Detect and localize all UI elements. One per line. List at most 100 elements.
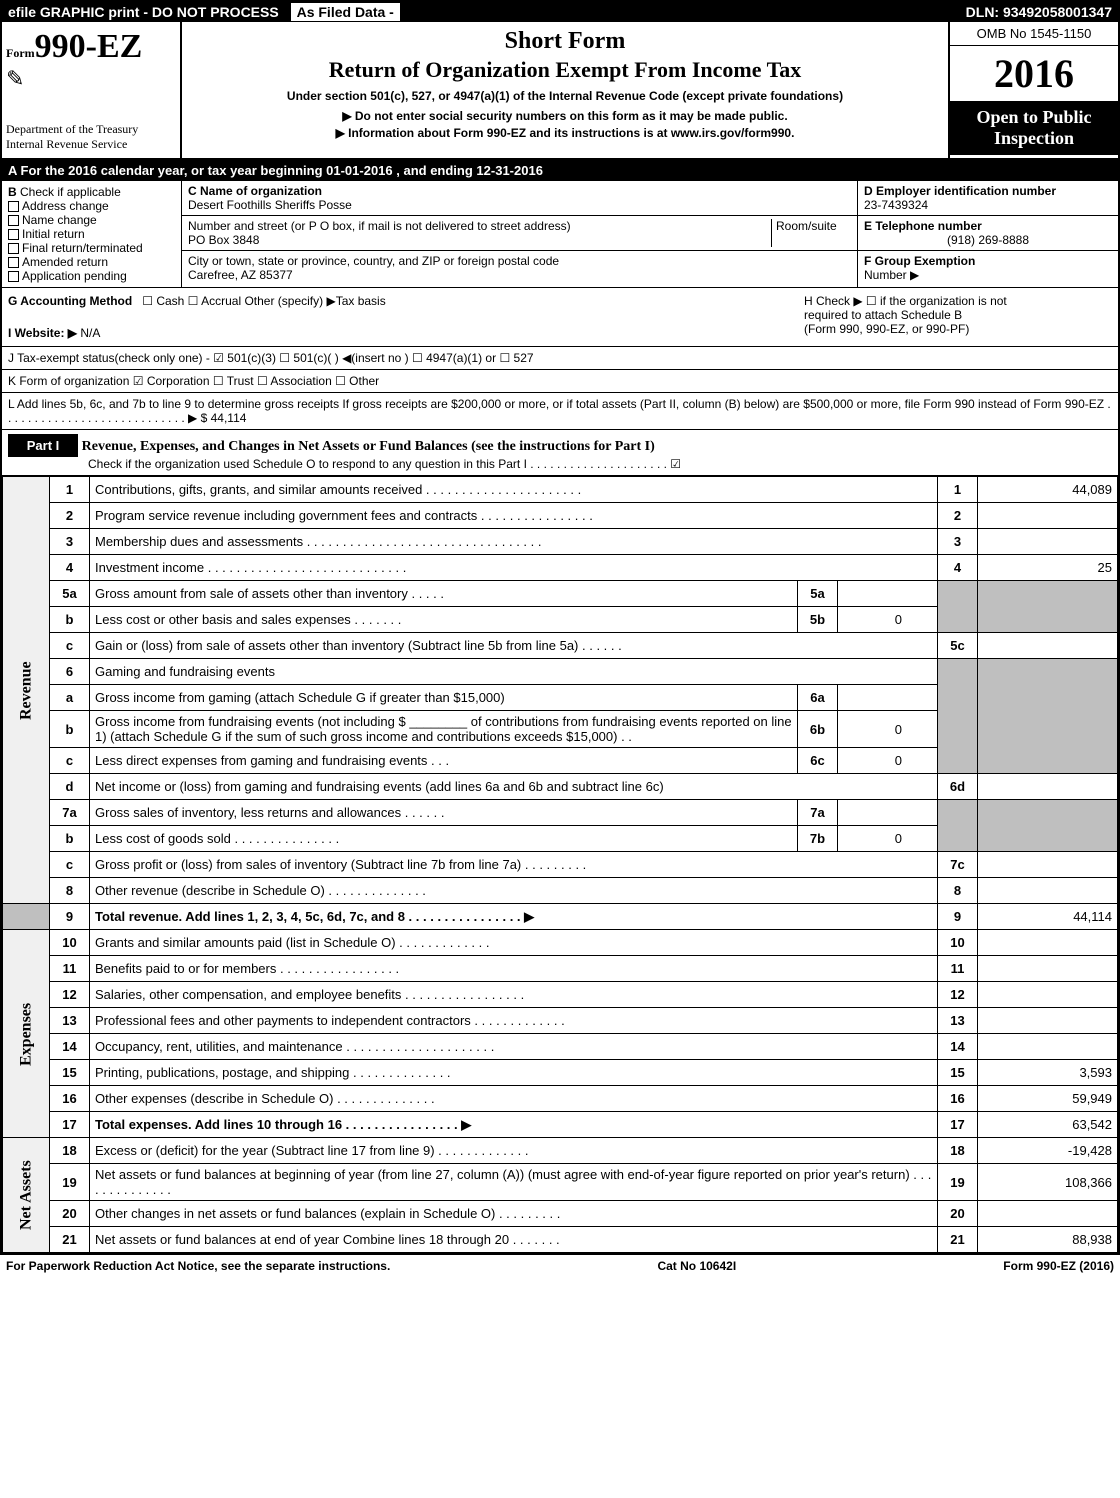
line-desc: Occupancy, rent, utilities, and maintena…: [90, 1034, 938, 1060]
line-rnum: 15: [938, 1060, 978, 1086]
opt-application-pending: Application pending: [22, 269, 127, 283]
checkbox-name-change[interactable]: [8, 215, 19, 226]
line-rval: [978, 1201, 1118, 1227]
line-inum: 6a: [798, 685, 838, 711]
line-num: 14: [50, 1034, 90, 1060]
line-rval: [978, 982, 1118, 1008]
line-rnum: 11: [938, 956, 978, 982]
checkbox-amended-return[interactable]: [8, 257, 19, 268]
line-inum: 6c: [798, 748, 838, 774]
line-num: 13: [50, 1008, 90, 1034]
row-a-mid: , and ending: [393, 163, 477, 178]
pencil-icon: ✎: [6, 66, 176, 92]
line-desc: Net assets or fund balances at beginning…: [90, 1164, 938, 1201]
opt-final-return: Final return/terminated: [22, 241, 143, 255]
part-1-label: Part I: [8, 434, 78, 457]
line-inum: 5a: [798, 581, 838, 607]
line-desc: Gross sales of inventory, less returns a…: [90, 800, 798, 826]
line-rval: 3,593: [978, 1060, 1118, 1086]
line-num: 19: [50, 1164, 90, 1201]
line-desc: Salaries, other compensation, and employ…: [90, 982, 938, 1008]
line-num: 6: [50, 659, 90, 685]
row-a-tax-year: A For the 2016 calendar year, or tax yea…: [2, 160, 1118, 181]
line-rnum: 21: [938, 1227, 978, 1253]
line-desc: Benefits paid to or for members . . . . …: [90, 956, 938, 982]
gh-right: H Check ▶ ☐ if the organization is not r…: [798, 288, 1118, 346]
line-num: b: [50, 607, 90, 633]
treasury-dept: Department of the Treasury Internal Reve…: [6, 122, 176, 152]
open-line-2: Inspection: [952, 128, 1116, 149]
f-label: F Group Exemption: [864, 254, 975, 268]
line-rval: [978, 633, 1118, 659]
line-desc: Excess or (deficit) for the year (Subtra…: [90, 1138, 938, 1164]
footer-right: Form 990-EZ (2016): [1003, 1259, 1114, 1273]
header-right: OMB No 1545-1150 2016 Open to Public Ins…: [948, 22, 1118, 158]
line-ival: [838, 581, 938, 607]
line-desc: Net income or (loss) from gaming and fun…: [90, 774, 938, 800]
line-num: a: [50, 685, 90, 711]
line-desc: Other changes in net assets or fund bala…: [90, 1201, 938, 1227]
form-prefix: Form: [6, 46, 35, 60]
line-ival: [838, 800, 938, 826]
dept-line-2: Internal Revenue Service: [6, 137, 176, 152]
grey-cell: [938, 581, 978, 633]
form-num: 990-EZ: [35, 28, 143, 65]
c-label: C Name of organization: [188, 184, 851, 198]
g-options: ☐ Cash ☐ Accrual Other (specify) ▶Tax ba…: [142, 294, 386, 308]
f-label-2: Number ▶: [864, 268, 919, 282]
line-num: b: [50, 826, 90, 852]
line-num: 9: [50, 904, 90, 930]
opt-amended-return: Amended return: [22, 255, 108, 269]
line-rnum: 2: [938, 503, 978, 529]
opt-initial-return: Initial return: [22, 227, 85, 241]
line-num: 12: [50, 982, 90, 1008]
line-rnum: 1: [938, 477, 978, 503]
checkbox-initial-return[interactable]: [8, 229, 19, 240]
line-num: c: [50, 852, 90, 878]
website-value: N/A: [80, 326, 100, 340]
lines-table: Revenue 1 Contributions, gifts, grants, …: [2, 476, 1118, 1253]
box-b-label: B: [8, 185, 17, 199]
line-extra: 0: [895, 831, 902, 846]
section-ghi: G Accounting Method ☐ Cash ☐ Accrual Oth…: [2, 288, 1118, 347]
line-num: 7a: [50, 800, 90, 826]
line-num: b: [50, 711, 90, 748]
checkbox-final-return[interactable]: [8, 243, 19, 254]
checkbox-address-change[interactable]: [8, 201, 19, 212]
line-rnum: 18: [938, 1138, 978, 1164]
grey-cell: [978, 659, 1118, 774]
line-desc: Program service revenue including govern…: [90, 503, 938, 529]
checkbox-application-pending[interactable]: [8, 271, 19, 282]
line-rval: 44,114: [978, 904, 1118, 930]
line-desc: Net assets or fund balances at end of ye…: [90, 1227, 938, 1253]
side-net-assets: Net Assets: [3, 1138, 50, 1253]
line-num: 1: [50, 477, 90, 503]
gh-left: G Accounting Method ☐ Cash ☐ Accrual Oth…: [2, 288, 798, 346]
line-rval: -19,428: [978, 1138, 1118, 1164]
row-l: L Add lines 5b, 6c, and 7b to line 9 to …: [2, 393, 1118, 430]
main-title: Return of Organization Exempt From Incom…: [192, 57, 938, 83]
header-left: Form990-EZ ✎ Department of the Treasury …: [2, 22, 182, 158]
line-extra: 0: [895, 612, 902, 627]
line-rnum: 4: [938, 555, 978, 581]
row-l-amount: 44,114: [211, 411, 247, 425]
line-desc: Gaming and fundraising events: [90, 659, 938, 685]
line-num: 17: [50, 1112, 90, 1138]
row-a-end: 12-31-2016: [476, 163, 543, 178]
line-rval: [978, 878, 1118, 904]
line-desc: Other expenses (describe in Schedule O) …: [90, 1086, 938, 1112]
line-inum: 5b: [798, 607, 838, 633]
tax-year: 2016: [950, 46, 1118, 101]
grey-cell: [978, 800, 1118, 852]
line-desc: Less direct expenses from gaming and fun…: [90, 748, 798, 774]
section-bcdef: B Check if applicable Address change Nam…: [2, 181, 1118, 288]
line-desc: Gross income from fundraising events (no…: [90, 711, 798, 748]
line-num: c: [50, 748, 90, 774]
line-num: 10: [50, 930, 90, 956]
line-rval: 63,542: [978, 1112, 1118, 1138]
line-num: 3: [50, 529, 90, 555]
line-rnum: 3: [938, 529, 978, 555]
org-address: PO Box 3848: [188, 233, 771, 247]
omb-number: OMB No 1545-1150: [950, 22, 1118, 46]
city-label: City or town, state or province, country…: [188, 254, 851, 268]
